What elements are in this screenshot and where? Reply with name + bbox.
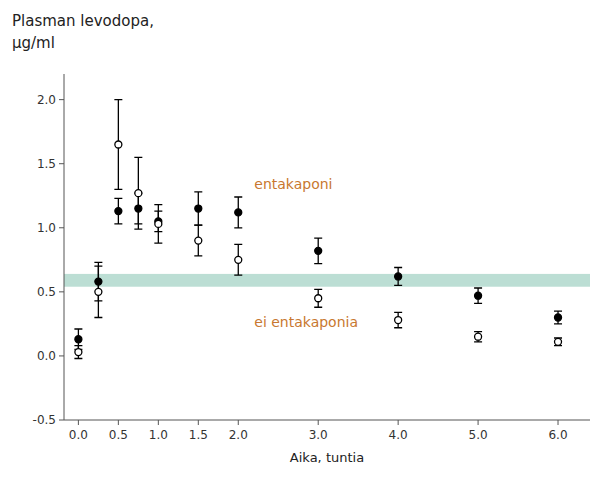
x-tick-label: 1.5 (189, 428, 208, 442)
error-bar (114, 100, 122, 190)
point (555, 338, 562, 345)
error-bar (194, 192, 202, 225)
point (475, 333, 482, 340)
x-tick (398, 420, 399, 425)
point (555, 314, 562, 321)
y-tick (59, 420, 64, 421)
plot-area (64, 100, 590, 359)
series-label: ei entakaponia (254, 314, 358, 330)
chart: Plasman levodopa, μg/ml 0.0 0.5 1.0 1.5 2.0 3.0… (0, 0, 612, 488)
y-tick (59, 99, 64, 100)
y-tick-label: -0.5 (33, 413, 56, 427)
error-bar (554, 311, 562, 324)
x-tick (238, 420, 239, 425)
point (315, 247, 322, 254)
y-tick-label: 1.0 (37, 221, 56, 235)
error-bar (194, 225, 202, 256)
point (195, 205, 202, 212)
point (135, 190, 142, 197)
point (95, 288, 102, 295)
error-bar (394, 268, 402, 286)
x-tick-label: 6.0 (548, 428, 567, 442)
x-tick-label: 3.0 (309, 428, 328, 442)
y-tick-label: 2.0 (37, 93, 56, 107)
error-bar (314, 238, 322, 264)
y-tick (59, 355, 64, 356)
point (155, 220, 162, 227)
x-axis (64, 420, 590, 421)
point (475, 292, 482, 299)
series (74, 192, 562, 350)
series (74, 100, 562, 359)
error-bar (154, 205, 162, 243)
x-tick (78, 420, 79, 425)
x-tick-label: 2.0 (229, 428, 248, 442)
point (315, 295, 322, 302)
x-tick-label: 0.5 (109, 428, 128, 442)
error-bar (234, 244, 242, 275)
point (115, 141, 122, 148)
error-bar (74, 346, 82, 359)
x-tick (558, 420, 559, 425)
y-tick-label: 0.5 (37, 285, 56, 299)
x-tick (318, 420, 319, 425)
x-tick (158, 420, 159, 425)
point (195, 237, 202, 244)
title: Plasman levodopa, (12, 12, 154, 30)
subtitle: μg/ml (12, 34, 55, 52)
point (75, 336, 82, 343)
x-tick (198, 420, 199, 425)
y-tick-label: 0.0 (37, 349, 56, 363)
error-bar (394, 312, 402, 327)
point (115, 208, 122, 215)
x-tick-label: 5.0 (469, 428, 488, 442)
x-tick-label: 0.0 (69, 428, 88, 442)
point (395, 317, 402, 324)
x-tick (118, 420, 119, 425)
point (75, 349, 82, 356)
error-bar (234, 197, 242, 228)
band (64, 274, 590, 287)
y-tick (59, 291, 64, 292)
error-bar (114, 198, 122, 224)
error-bar (314, 289, 322, 307)
error-bar (94, 266, 102, 317)
error-bar (134, 157, 142, 229)
y-axis (64, 74, 65, 420)
error-bar (474, 332, 482, 342)
point (235, 256, 242, 263)
y-tick (59, 227, 64, 228)
point (235, 209, 242, 216)
x-tick-label: 1.0 (149, 428, 168, 442)
y-tick (59, 163, 64, 164)
x-label: Aika, tuntia (290, 450, 364, 465)
y-tick-label: 1.5 (37, 157, 56, 171)
point (395, 273, 402, 280)
error-bar (554, 338, 562, 346)
x-tick-label: 4.0 (389, 428, 408, 442)
series-label: entakaponi (254, 176, 332, 192)
error-bar (474, 288, 482, 303)
x-tick (478, 420, 479, 425)
